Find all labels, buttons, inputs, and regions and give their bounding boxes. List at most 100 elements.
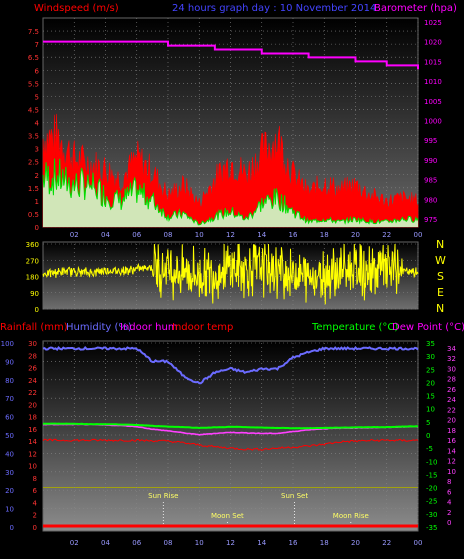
climate-x-tick-label: 02 — [70, 539, 79, 547]
wind-tick-label: 4 — [35, 120, 40, 128]
temperature-tick-label: 15 — [426, 393, 435, 401]
wind-tick-label: 7 — [35, 41, 39, 49]
dewpoint-tick-label: 10 — [447, 468, 456, 476]
rain-tick-label: 4 — [33, 499, 38, 507]
wind-tick-label: 3.5 — [28, 133, 39, 141]
direction-tick-label: 0 — [35, 306, 39, 314]
barometer-tick-label: 985 — [424, 177, 437, 185]
barometer-tick-label: 1000 — [424, 118, 442, 126]
wind-tick-label: 2 — [35, 172, 39, 180]
humidity-tick-label: 100 — [1, 340, 14, 348]
wind-x-tick-label: 06 — [132, 231, 141, 239]
rain-tick-label: 16 — [28, 426, 37, 434]
climate-x-tick-label: 22 — [382, 539, 391, 547]
wind-tick-label: 5.5 — [28, 80, 39, 88]
temperature-tick-label: 0 — [426, 432, 430, 440]
dewpoint-tick-label: 12 — [447, 458, 456, 466]
temperature-tick-label: -25 — [426, 498, 437, 506]
dewpoint-tick-label: 22 — [447, 406, 456, 414]
barometer-tick-label: 1015 — [424, 58, 442, 66]
rain-tick-label: 22 — [28, 389, 37, 397]
wind-x-tick-label: 12 — [226, 231, 235, 239]
rain-tick-label: 0 — [33, 524, 37, 532]
climate-x-tick-label: 20 — [351, 539, 360, 547]
climate-x-tick-label: 10 — [195, 539, 204, 547]
humidity-line — [42, 345, 419, 385]
wind-tick-label: 5 — [35, 93, 39, 101]
wind-tick-label: 2.5 — [28, 159, 39, 167]
wind-x-tick-label: 16 — [289, 231, 298, 239]
direction-tick-label: 180 — [26, 274, 39, 282]
wind-tick-label: 3 — [35, 146, 39, 154]
indoor-hum-label: Indoor hum — [120, 322, 178, 333]
wind-tick-label: 7.5 — [28, 28, 39, 36]
annotation-label: Moon Rise — [333, 512, 369, 520]
chart-title: 24 hours graph day : 10 November 2014 — [172, 3, 376, 14]
barometer-tick-label: 995 — [424, 137, 437, 145]
temperature-tick-label: -15 — [426, 471, 437, 479]
wind-average-line — [42, 158, 419, 226]
indoor-temp-line — [42, 438, 419, 451]
axis-labels: 0 0.5 1 1.5 2 2.5 3 3.5 4 4.5 5 5.5 6 6.5 7 7.5 975 980 98… — [1, 19, 457, 547]
climate-x-tick-label: 18 — [320, 539, 329, 547]
dewpoint-tick-label: 8 — [447, 478, 451, 486]
dewpoint-tick-label: 34 — [447, 345, 456, 353]
dewpoint-tick-label: 2 — [447, 509, 451, 517]
temperature-tick-label: -5 — [426, 445, 433, 453]
climate-series: Sun Rise Moon Set Sun Set Moon Rise — [42, 345, 419, 528]
temperature-tick-label: -35 — [426, 524, 437, 532]
direction-tick-label: 270 — [26, 257, 39, 265]
wind-x-tick-label: 10 — [195, 231, 204, 239]
humidity-label: Humidity (%) — [66, 322, 132, 333]
dewpoint-tick-label: 18 — [447, 427, 456, 435]
dewpoint-tick-label: 6 — [447, 488, 452, 496]
compass-s: S — [437, 270, 444, 283]
temperature-tick-label: -10 — [426, 458, 437, 466]
dewpoint-tick-label: 14 — [447, 447, 456, 455]
wind-tick-label: 6.5 — [28, 54, 39, 62]
temperature-tick-label: 35 — [426, 340, 435, 348]
humidity-tick-label: 70 — [5, 395, 14, 403]
climate-x-tick-label: 16 — [289, 539, 298, 547]
rain-tick-label: 18 — [28, 414, 37, 422]
climate-x-tick-label: 00 — [414, 539, 423, 547]
wind-x-tick-label: 04 — [101, 231, 110, 239]
wind-tick-label: 0 — [35, 224, 39, 232]
wind-x-tick-label: 00 — [414, 231, 423, 239]
dewpoint-tick-label: 0 — [447, 519, 451, 527]
compass-n-top: N — [436, 238, 444, 251]
rain-tick-label: 2 — [33, 512, 37, 520]
temperature-label: Temperature (°C) — [311, 322, 398, 333]
windspeed-label: Windspeed (m/s) — [34, 3, 119, 14]
barometer-tick-label: 980 — [424, 196, 437, 204]
humidity-tick-label: 30 — [5, 469, 14, 477]
barometer-series — [43, 40, 419, 70]
compass-n-bottom: N — [436, 302, 444, 315]
dewpoint-tick-label: 16 — [447, 437, 456, 445]
humidity-tick-label: 80 — [5, 377, 14, 385]
humidity-tick-label: 50 — [5, 432, 14, 440]
rain-tick-label: 30 — [28, 340, 37, 348]
temperature-tick-label: -30 — [426, 511, 437, 519]
wind-series — [42, 113, 419, 228]
rain-tick-label: 28 — [28, 352, 37, 360]
wind-direction-line — [42, 243, 419, 305]
wind-x-tick-label: 14 — [257, 231, 266, 239]
barometer-tick-label: 1025 — [424, 19, 442, 27]
wind-x-tick-label: 18 — [320, 231, 329, 239]
wind-x-tick-label: 22 — [382, 231, 391, 239]
barometer-tick-label: 1020 — [424, 39, 442, 47]
barometer-tick-label: 990 — [424, 157, 437, 165]
rainfall-label: Rainfall (mm) — [0, 322, 68, 333]
rain-tick-label: 6 — [33, 487, 38, 495]
dewpoint-tick-label: 4 — [447, 499, 452, 507]
compass-w: W — [435, 254, 446, 267]
temperature-tick-label: 25 — [426, 366, 435, 374]
dewpoint-tick-label: 26 — [447, 386, 456, 394]
climate-x-tick-label: 06 — [132, 539, 141, 547]
humidity-tick-label: 40 — [5, 450, 14, 458]
wind-x-tick-label: 08 — [164, 231, 173, 239]
wind-x-tick-label: 20 — [351, 231, 360, 239]
dewpoint-label: Dew Point (°C) — [392, 322, 464, 333]
